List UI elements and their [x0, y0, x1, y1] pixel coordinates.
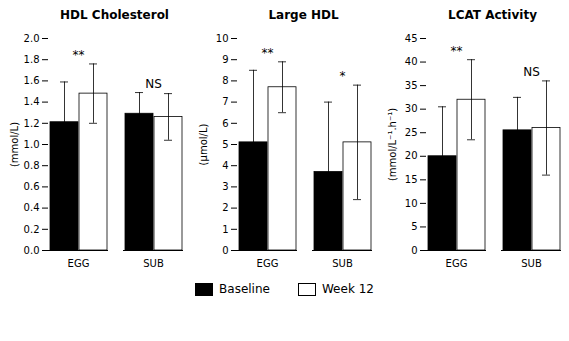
svg-text:**: **	[451, 44, 463, 58]
svg-text:2: 2	[222, 202, 228, 213]
svg-text:(mmol/L⁻¹.h⁻¹): (mmol/L⁻¹.h⁻¹)	[387, 108, 398, 181]
svg-text:0.8: 0.8	[24, 160, 40, 171]
svg-text:2.0: 2.0	[24, 33, 40, 44]
svg-text:**: **	[73, 48, 85, 62]
svg-text:3: 3	[222, 181, 228, 192]
svg-text:9: 9	[222, 54, 228, 65]
svg-text:10: 10	[405, 198, 418, 209]
svg-text:4: 4	[222, 160, 228, 171]
svg-text:0: 0	[222, 245, 228, 256]
svg-text:NS: NS	[145, 77, 162, 91]
svg-text:(μmol/L): (μmol/L)	[198, 124, 209, 166]
svg-text:0.4: 0.4	[24, 202, 40, 213]
svg-text:20: 20	[405, 150, 418, 161]
svg-text:35: 35	[405, 80, 418, 91]
svg-text:1.0: 1.0	[24, 139, 40, 150]
svg-text:30: 30	[405, 103, 418, 114]
svg-text:6: 6	[222, 118, 228, 129]
svg-text:5: 5	[411, 221, 417, 232]
svg-text:0: 0	[411, 245, 417, 256]
svg-text:15: 15	[405, 174, 418, 185]
svg-text:7: 7	[222, 96, 228, 107]
svg-text:SUB: SUB	[521, 258, 542, 269]
svg-text:1.8: 1.8	[24, 54, 40, 65]
html-text:Baseline: Baseline	[219, 282, 270, 296]
svg-text:5: 5	[222, 139, 228, 150]
html-text:Large HDL: Large HDL	[268, 8, 339, 22]
svg-text:45: 45	[405, 33, 418, 44]
svg-text:1.4: 1.4	[24, 96, 40, 107]
svg-text:**: **	[262, 46, 274, 60]
svg-text:SUB: SUB	[332, 258, 353, 269]
svg-text:10: 10	[216, 33, 229, 44]
html-text:Week 12: Week 12	[322, 282, 374, 296]
svg-text:40: 40	[405, 56, 418, 67]
svg-text:1.6: 1.6	[24, 75, 40, 86]
svg-text:(mmol/L): (mmol/L)	[9, 122, 20, 167]
svg-text:EGG: EGG	[257, 258, 279, 269]
svg-text:1.2: 1.2	[24, 118, 40, 129]
svg-text:8: 8	[222, 75, 228, 86]
svg-text:*: *	[340, 69, 346, 83]
svg-text:0.6: 0.6	[24, 181, 40, 192]
svg-text:0.2: 0.2	[24, 224, 40, 235]
html-text:HDL Cholesterol: HDL Cholesterol	[60, 8, 169, 22]
svg-text:EGG: EGG	[446, 258, 468, 269]
svg-text:25: 25	[405, 127, 418, 138]
svg-text:EGG: EGG	[68, 258, 90, 269]
svg-text:NS: NS	[523, 65, 540, 79]
html-text:LCAT Activity: LCAT Activity	[448, 8, 537, 22]
svg-text:1: 1	[222, 224, 228, 235]
svg-text:0.0: 0.0	[24, 245, 40, 256]
svg-text:SUB: SUB	[143, 258, 164, 269]
